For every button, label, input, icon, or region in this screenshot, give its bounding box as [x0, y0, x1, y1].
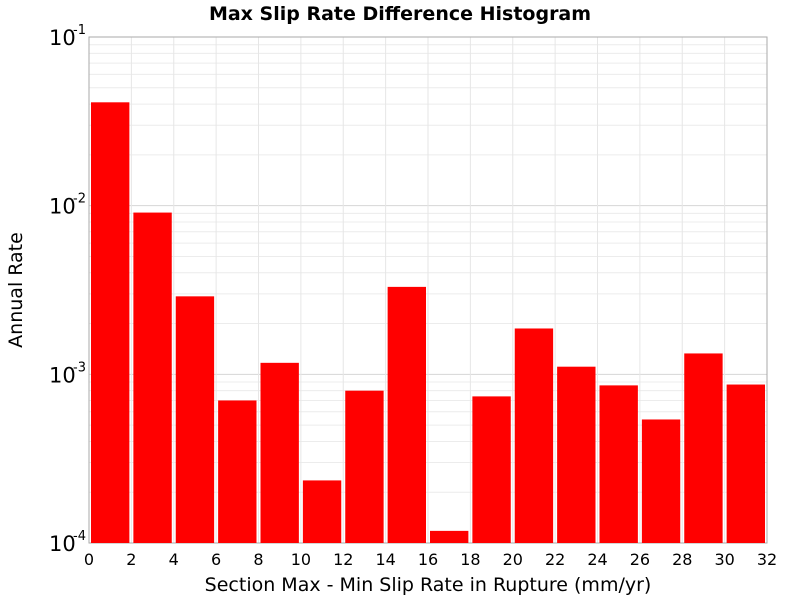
- y-tick-label: 10: [49, 363, 76, 387]
- histogram-bar: [91, 102, 130, 543]
- x-tick-label: 22: [545, 550, 565, 569]
- histogram-bar: [430, 530, 469, 543]
- plot-area: [88, 36, 768, 544]
- x-tick-label: 18: [460, 550, 480, 569]
- histogram-bar: [175, 296, 215, 543]
- y-tick-exponent: -4: [73, 529, 86, 544]
- histogram-bar: [641, 419, 681, 543]
- histogram-bar: [599, 385, 638, 543]
- histogram-bar: [684, 353, 723, 543]
- histogram-bar: [218, 400, 257, 543]
- x-tick-label: 30: [714, 550, 734, 569]
- x-axis-ticks: 0 2 4 6 8 10 12 14 16 18 20 22 24 26 28 30 32: [84, 550, 777, 569]
- y-tick-exponent: -2: [73, 192, 86, 207]
- histogram-bar: [557, 366, 596, 543]
- histogram-bar: [260, 362, 299, 543]
- x-tick-label: 2: [126, 550, 136, 569]
- x-tick-label: 32: [757, 550, 777, 569]
- histogram-bar: [345, 390, 384, 543]
- bars-group: [91, 102, 765, 543]
- x-tick-label: 26: [630, 550, 650, 569]
- x-tick-label: 10: [291, 550, 311, 569]
- histogram-bar: [302, 480, 342, 543]
- y-axis-label: Annual Rate: [5, 232, 27, 348]
- x-tick-label: 16: [418, 550, 438, 569]
- x-tick-label: 6: [211, 550, 221, 569]
- x-tick-label: 0: [84, 550, 94, 569]
- x-tick-label: 20: [503, 550, 523, 569]
- y-tick-label: 10: [49, 26, 76, 50]
- x-tick-label: 24: [587, 550, 607, 569]
- x-axis-label: Section Max - Min Slip Rate in Rupture (…: [205, 574, 652, 596]
- y-axis-ticks: 10-410-310-210-1: [49, 23, 86, 556]
- x-tick-label: 28: [672, 550, 692, 569]
- chart-title: Max Slip Rate Difference Histogram: [209, 3, 591, 25]
- x-tick-label: 8: [253, 550, 263, 569]
- histogram-bar: [387, 286, 426, 543]
- histogram-bar: [726, 384, 765, 543]
- histogram-bar: [514, 328, 554, 543]
- x-tick-label: 14: [375, 550, 395, 569]
- y-tick-exponent: -3: [73, 360, 86, 375]
- histogram-bar: [133, 212, 172, 543]
- x-tick-label: 12: [333, 550, 353, 569]
- y-tick-exponent: -1: [73, 23, 86, 38]
- y-tick-label: 10: [49, 195, 76, 219]
- histogram-bar: [472, 396, 511, 543]
- y-tick-label: 10: [49, 532, 76, 556]
- x-tick-label: 4: [169, 550, 179, 569]
